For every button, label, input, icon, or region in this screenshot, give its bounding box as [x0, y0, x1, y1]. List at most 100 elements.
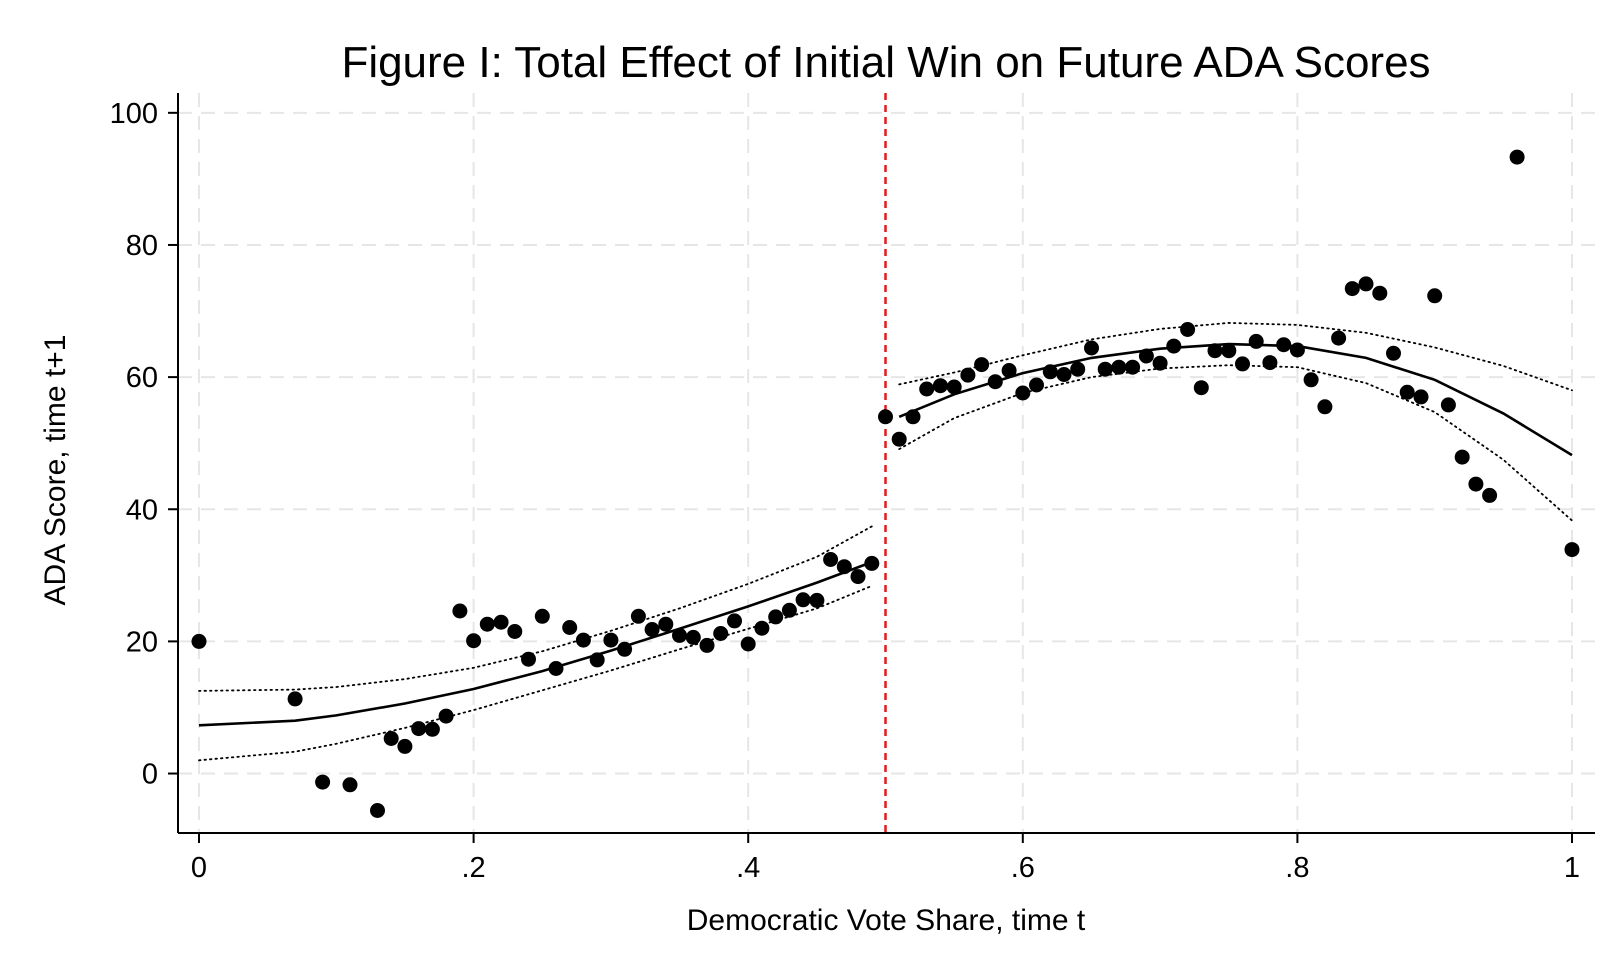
- data-point: [1331, 330, 1347, 346]
- data-point: [1358, 276, 1374, 292]
- y-axis-label: ADA Score, time t+1: [39, 335, 72, 606]
- data-point: [1042, 364, 1058, 380]
- ci-right-upper: [898, 321, 1573, 392]
- data-point: [1454, 449, 1470, 465]
- data-point: [1440, 397, 1456, 413]
- data-point: [548, 661, 564, 676]
- data-point: [768, 609, 784, 625]
- data-point: [1070, 361, 1086, 377]
- data-point: [740, 636, 756, 652]
- data-point: [878, 409, 893, 425]
- data-point: [1193, 380, 1209, 396]
- data-point: [575, 632, 591, 648]
- data-point: [685, 629, 701, 645]
- y-tick-label: 20: [126, 626, 158, 658]
- x-tick-label: .6: [1011, 852, 1035, 884]
- data-point: [370, 803, 385, 818]
- ci-right-lower: [898, 364, 1573, 522]
- data-point: [836, 559, 852, 575]
- data-point: [754, 620, 770, 636]
- data-point: [1372, 285, 1388, 301]
- data-point: [315, 774, 331, 790]
- data-point: [727, 613, 742, 629]
- data-point: [658, 616, 674, 632]
- x-tick-label: .4: [736, 852, 760, 884]
- data-point: [630, 608, 646, 624]
- data-point: [562, 620, 578, 635]
- data-point: [1276, 337, 1292, 353]
- data-point: [466, 633, 482, 649]
- x-tick-label: .2: [462, 852, 486, 884]
- x-axis-label: Democratic Vote Share, time t: [687, 904, 1086, 937]
- data-point: [397, 738, 413, 754]
- data-point: [795, 592, 811, 608]
- data-point: [452, 603, 468, 619]
- data-point: [589, 652, 605, 668]
- data-point: [713, 626, 729, 641]
- data-points: [191, 149, 1580, 818]
- data-point: [438, 708, 454, 724]
- data-point: [1097, 361, 1113, 377]
- data-point: [191, 633, 207, 649]
- fit-line-left: [198, 560, 873, 727]
- data-point: [1248, 333, 1264, 349]
- data-point: [1056, 367, 1072, 382]
- data-point: [1084, 340, 1099, 356]
- data-point: [1303, 372, 1319, 388]
- data-point: [507, 624, 523, 639]
- y-tick-label: 60: [126, 362, 158, 394]
- data-point: [1125, 359, 1141, 375]
- data-point: [1207, 343, 1223, 359]
- data-point: [479, 616, 495, 632]
- data-point: [809, 592, 825, 608]
- data-point: [1138, 348, 1154, 364]
- chart-title: Figure I: Total Effect of Initial Win on…: [341, 38, 1430, 87]
- data-point: [1015, 385, 1031, 401]
- y-tick-label: 100: [110, 98, 158, 130]
- data-point: [1152, 355, 1168, 371]
- data-point: [411, 721, 427, 737]
- y-tick-label: 40: [126, 494, 158, 526]
- data-point: [1564, 542, 1580, 558]
- data-point: [1399, 384, 1415, 400]
- y-tick-label: 80: [126, 230, 158, 262]
- data-point: [699, 637, 715, 653]
- data-point: [823, 552, 839, 567]
- data-point: [672, 627, 687, 643]
- data-point: [946, 379, 962, 395]
- data-point: [1344, 281, 1360, 297]
- data-point: [891, 431, 907, 447]
- data-point: [1262, 355, 1278, 371]
- x-tick-label: .8: [1285, 852, 1309, 884]
- data-point: [644, 622, 660, 637]
- data-point: [1468, 476, 1484, 492]
- axes: 0 .2 .4 .6 .8 1 0 20 40 60 80 100: [110, 93, 1595, 884]
- data-point: [617, 641, 633, 657]
- data-point: [781, 602, 797, 618]
- data-point: [287, 691, 303, 707]
- data-point: [342, 777, 358, 793]
- data-point: [905, 409, 921, 425]
- data-point: [603, 632, 619, 648]
- data-point: [1221, 343, 1237, 359]
- x-tick-label: 0: [191, 852, 207, 884]
- data-point: [1317, 399, 1333, 415]
- data-point: [1413, 389, 1429, 405]
- data-point: [1166, 338, 1182, 354]
- data-point: [1509, 149, 1525, 165]
- data-point: [1029, 377, 1044, 393]
- data-point: [960, 367, 976, 383]
- data-point: [987, 374, 1003, 390]
- ci-left-upper: [198, 525, 873, 692]
- y-tick-label: 0: [142, 759, 158, 791]
- data-point: [1111, 359, 1127, 375]
- data-point: [1289, 342, 1305, 358]
- data-point: [521, 651, 536, 667]
- data-point: [1001, 363, 1017, 378]
- data-point: [383, 731, 399, 746]
- data-point: [1386, 345, 1401, 361]
- data-point: [534, 608, 550, 624]
- data-point: [1235, 356, 1250, 372]
- x-tick-label: 1: [1564, 852, 1580, 884]
- data-point: [1482, 487, 1498, 503]
